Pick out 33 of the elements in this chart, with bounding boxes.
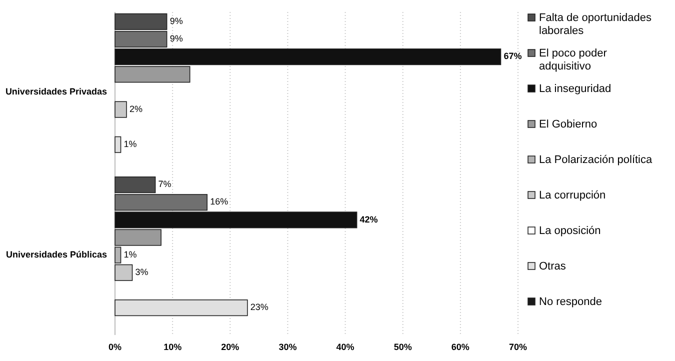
x-tick-label: 60% [451, 342, 470, 352]
legend-label: La corrupción [539, 190, 606, 202]
x-tick-label: 50% [394, 342, 412, 352]
x-tick-label: 40% [336, 342, 354, 352]
y-tick-label: Universidades Privadas [5, 86, 107, 96]
data-label: 7% [158, 179, 172, 190]
data-label: 23% [250, 302, 268, 312]
data-label: 42% [360, 214, 378, 224]
y-tick-label: Universidades Públicas [6, 249, 107, 260]
legend-label: El poco poder adquisitivo [539, 48, 608, 72]
legend-label: La Polarización política [539, 154, 654, 166]
legend-label: La inseguridad [539, 83, 612, 95]
data-label: 1% [124, 139, 137, 150]
legend-label: La oposición [539, 225, 601, 237]
legend-label: No responde [539, 296, 602, 308]
bar [114, 101, 127, 118]
data-label: 3% [135, 267, 148, 278]
legend-label: Falta de oportunidades laborales [539, 12, 652, 37]
bar [114, 299, 248, 316]
data-label: 2% [130, 104, 143, 114]
x-tick-label: 20% [221, 342, 240, 352]
data-label: 1% [124, 249, 137, 260]
x-tick-label: 30% [278, 342, 297, 352]
x-tick-label: 70% [508, 342, 528, 352]
x-tick-label: 0% [108, 342, 122, 352]
x-tick-label: 10% [164, 342, 182, 352]
bar [114, 136, 122, 153]
data-label: 67% [504, 51, 522, 62]
legend-label: El Gobierno [539, 118, 598, 130]
data-label: 16% [210, 196, 228, 207]
legend-label: Otras [539, 260, 566, 272]
data-label: 9% [170, 16, 183, 26]
data-label: 9% [170, 34, 183, 44]
